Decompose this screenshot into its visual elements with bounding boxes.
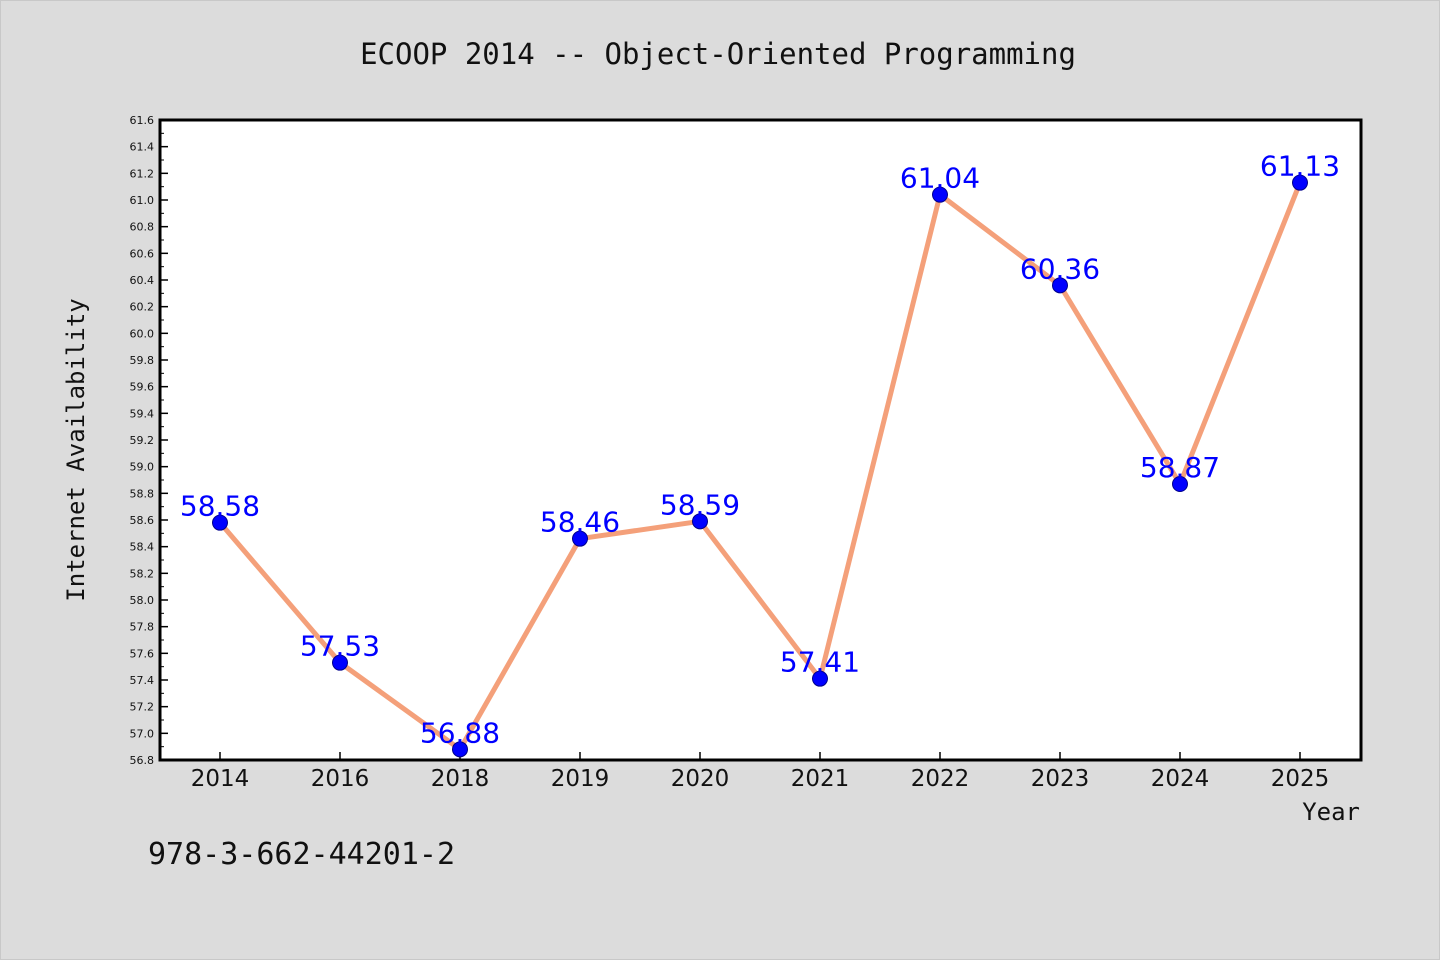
y-tick-label: 60.6 [130, 247, 155, 260]
data-label: 58.59 [660, 488, 740, 521]
y-axis: 56.8 57.0 57.2 57.4 57.6 57.8 58.0 58.2 58.4 58.6… [130, 114, 168, 767]
data-labels: 58.58 57.53 56.88 58.46 58.59 57.41 61.04 60.36… [180, 150, 1340, 750]
data-label: 57.53 [300, 630, 380, 663]
data-label: 60.36 [1020, 252, 1100, 285]
series-line [217, 180, 1303, 752]
data-point [932, 186, 948, 203]
data-point [452, 741, 468, 758]
y-tick-label: 58.2 [130, 567, 155, 580]
y-tick-label: 59.8 [130, 354, 155, 367]
isbn-text: 978-3-662-44201-2 [148, 837, 455, 872]
y-tick-label: 59.0 [130, 461, 155, 474]
data-label: 57.41 [780, 646, 860, 679]
data-point [212, 514, 228, 531]
y-tick-label: 61.4 [130, 141, 155, 154]
x-tick-label: 2024 [1151, 766, 1210, 792]
y-tick-label: 61.0 [130, 194, 155, 207]
x-tick-label: 2021 [791, 766, 850, 792]
x-tick-label: 2018 [431, 766, 490, 792]
data-point [1052, 277, 1068, 294]
y-tick-label: 61.2 [130, 167, 155, 180]
data-label: 58.87 [1140, 451, 1220, 484]
data-label: 61.04 [900, 162, 980, 195]
y-tick-label: 60.2 [130, 301, 155, 314]
data-point [692, 513, 708, 530]
data-label: 61.13 [1260, 150, 1340, 183]
y-tick-label: 58.6 [130, 514, 155, 527]
y-tick-label: 59.6 [130, 381, 155, 394]
y-tick-label: 56.8 [130, 754, 155, 767]
y-tick-label: 59.4 [130, 407, 155, 420]
y-tick-label: 60.8 [130, 221, 155, 234]
y-tick-label: 59.2 [130, 434, 155, 447]
chart-title: ECOOP 2014 -- Object-Oriented Programmin… [360, 37, 1076, 71]
x-tick-label: 2016 [311, 766, 370, 792]
data-label: 56.88 [420, 716, 500, 749]
x-tick-label: 2020 [671, 766, 730, 792]
x-tick-label: 2014 [191, 766, 250, 792]
data-point [332, 654, 348, 671]
y-axis-label: Internet Availability [62, 298, 90, 601]
x-tick-label: 2022 [911, 766, 970, 792]
y-tick-label: 57.6 [130, 647, 155, 660]
y-tick-label: 57.2 [130, 701, 155, 714]
data-point [1172, 476, 1188, 492]
y-tick-label: 60.0 [130, 327, 155, 340]
x-axis-label: Year [1302, 798, 1360, 826]
data-point [812, 670, 828, 687]
y-tick-label: 58.4 [130, 541, 155, 554]
y-tick-label: 58.8 [130, 487, 155, 500]
x-tick-label: 2019 [551, 766, 610, 792]
data-point [1292, 174, 1308, 191]
y-tick-label: 57.8 [130, 621, 155, 634]
data-label: 58.58 [180, 490, 260, 523]
x-axis: 2014 2016 2018 2019 2020 2021 2022 2023 2024 2025 [191, 752, 1330, 792]
y-tick-label: 58.0 [130, 594, 155, 607]
data-point [572, 530, 588, 547]
y-tick-label: 57.0 [130, 727, 155, 740]
y-tick-label: 61.6 [130, 114, 155, 127]
y-tick-label: 57.4 [130, 674, 155, 687]
series-layer [212, 174, 1308, 758]
y-tick-label: 60.4 [130, 274, 155, 287]
x-tick-label: 2025 [1271, 766, 1330, 792]
plot-area [158, 118, 1363, 762]
x-tick-label: 2023 [1031, 766, 1090, 792]
data-label: 58.46 [540, 506, 620, 539]
